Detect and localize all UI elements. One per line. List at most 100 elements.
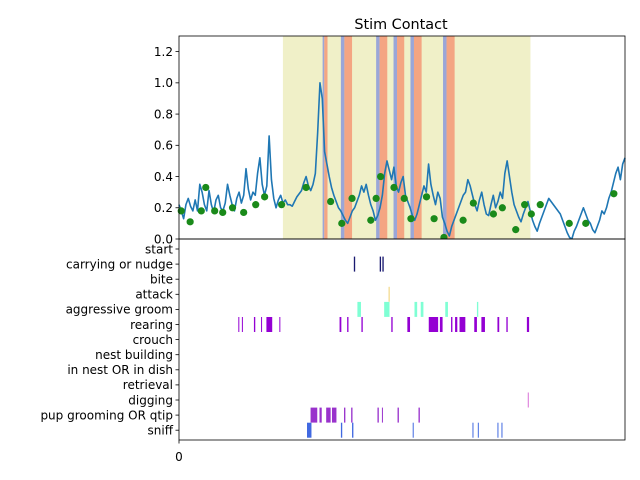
data-marker [367, 216, 375, 224]
behavior-event [361, 317, 363, 332]
data-marker [422, 193, 431, 201]
behavior-event [307, 422, 312, 438]
behavior-event [420, 301, 424, 317]
behavior-event [310, 407, 318, 423]
behavior-event [445, 301, 448, 317]
data-marker [376, 172, 385, 181]
behavior-event [527, 392, 529, 408]
behavior-event [326, 407, 331, 423]
behavior-event [352, 422, 354, 438]
data-marker [610, 190, 618, 198]
behavior-event [344, 407, 346, 423]
y-axis-ticks: 0.0 0.2 0.4 0.6 0.8 1.0 1.2 [154, 45, 179, 246]
data-marker [177, 207, 185, 215]
behavior-event [339, 317, 342, 332]
data-marker [219, 208, 227, 217]
category-label: pup grooming OR qtip [40, 408, 173, 422]
behavior-event [353, 256, 356, 272]
stim-pulse [413, 36, 422, 239]
axes-frames [178, 35, 626, 441]
data-marker [372, 194, 380, 202]
raster-area [179, 239, 625, 440]
category-label: rearing [130, 318, 173, 332]
highlight-window [282, 36, 531, 239]
data-marker [302, 183, 310, 192]
data-marker [261, 193, 269, 201]
behavior-event [412, 422, 414, 438]
stim-pulse [324, 36, 328, 239]
data-marker [252, 201, 260, 209]
category-label: aggressive groom [66, 303, 173, 317]
behavior-event [497, 317, 500, 332]
stim-pulse-onset [340, 36, 345, 239]
behavior-event [428, 317, 439, 332]
highlight-band [282, 36, 531, 239]
category-label: start [145, 242, 173, 256]
behavior-events [238, 256, 530, 438]
category-label: in nest OR in dish [67, 363, 173, 377]
behavior-event [331, 407, 337, 423]
category-label: bite [150, 273, 173, 287]
behavior-event [347, 317, 349, 332]
y-tick-label: 0.0 [154, 232, 173, 246]
data-marker [211, 207, 219, 215]
data-marker [489, 210, 498, 218]
behavior-event [266, 317, 273, 332]
data-marker [498, 204, 506, 212]
behavior-event [439, 317, 443, 332]
data-marker [240, 208, 248, 217]
y-tick-label: 1.2 [154, 45, 173, 59]
behavior-event [351, 407, 353, 423]
y-tick-label: 0.4 [154, 170, 173, 184]
y-tick-label: 1.0 [154, 76, 173, 90]
behavior-event [253, 317, 256, 332]
data-marker [565, 219, 573, 227]
stim-pulse-onset [393, 36, 398, 239]
behavior-event [481, 317, 485, 332]
behavior-event [377, 407, 379, 423]
stim-pulse-onset [376, 36, 380, 239]
behavior-event [506, 317, 508, 332]
behavior-event [474, 317, 477, 332]
data-marker [327, 197, 335, 206]
markers [177, 172, 618, 242]
data-marker [527, 210, 535, 218]
data-marker [582, 219, 590, 227]
data-marker [228, 204, 237, 212]
stim-pulses [322, 36, 455, 239]
category-label: carrying or nudge [66, 257, 173, 271]
data-marker [430, 215, 438, 223]
behavior-event [526, 317, 530, 332]
behavior-event [279, 317, 281, 332]
data-marker [197, 207, 205, 215]
y-tick-label: 0.6 [154, 139, 173, 153]
data-marker [338, 219, 346, 227]
data-marker [202, 183, 210, 192]
y-tick-label: 0.2 [154, 201, 173, 215]
behavior-event [319, 407, 322, 423]
data-marker [512, 226, 520, 234]
stim-pulse-onset [410, 36, 414, 239]
data-marker [348, 194, 356, 202]
stim-pulse [344, 36, 353, 239]
data-marker [407, 215, 415, 223]
behavior-event [261, 317, 263, 332]
stim-pulse-onset [443, 36, 447, 239]
behavior-event [418, 407, 420, 423]
behavior-event [451, 317, 453, 332]
behavior-event [388, 286, 390, 302]
behavior-event [397, 407, 399, 423]
behavior-event [407, 317, 411, 332]
behavior-event [501, 422, 503, 438]
data-marker [536, 201, 544, 209]
category-label: sniff [148, 424, 174, 438]
y-tick-label: 0.8 [154, 107, 173, 121]
category-label: digging [128, 393, 173, 407]
category-label: nest building [95, 348, 173, 362]
data-marker [277, 201, 286, 209]
behavior-event [238, 317, 240, 332]
category-label: retrieval [123, 378, 173, 392]
data-marker [186, 218, 194, 226]
